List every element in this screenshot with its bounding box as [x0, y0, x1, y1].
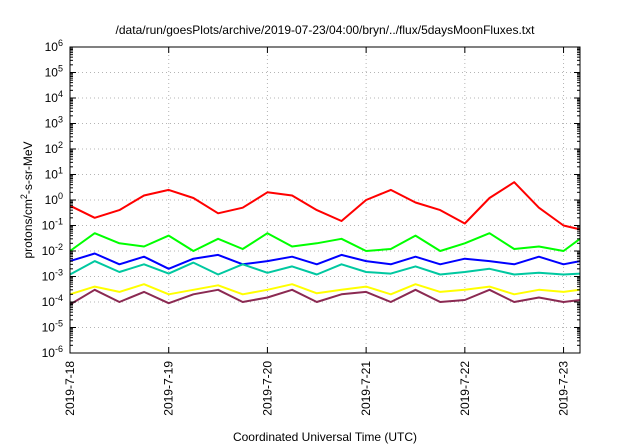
y-tick-exponent: 4: [58, 89, 63, 99]
y-axis: 10-610-510-410-310-210-11001011021031041…: [42, 38, 580, 360]
series-line-6: [69, 288, 581, 306]
y-tick-exponent: -5: [55, 319, 63, 329]
chart-title: /data/run/goesPlots/archive/2019-07-23/0…: [116, 23, 536, 37]
y-tick-label: 105: [45, 64, 63, 80]
y-tick-exponent: 0: [58, 191, 63, 201]
y-tick-base: 10: [42, 270, 56, 284]
y-tick-label: 103: [45, 115, 63, 131]
series-line-1: [69, 181, 581, 231]
y-tick-label: 10-4: [42, 293, 63, 309]
series-line-2: [69, 232, 581, 252]
y-tick-label: 10-2: [42, 242, 63, 258]
y-tick-base: 10: [45, 193, 59, 207]
y-tick-exponent: 5: [58, 64, 63, 74]
y-axis-label-main: protons/cm: [21, 199, 35, 258]
x-tick-label: 2019-7-20: [260, 361, 274, 416]
y-tick-base: 10: [42, 219, 56, 233]
y-tick-label: 10-3: [42, 268, 63, 284]
series-line-3: [69, 252, 581, 270]
y-tick-exponent: -2: [55, 242, 63, 252]
x-tick-label: 2019-7-18: [63, 361, 77, 416]
y-tick-exponent: -1: [55, 217, 63, 227]
y-tick-label: 10-5: [42, 319, 63, 335]
y-axis-label: protons/cm2-s-sr-MeV: [19, 141, 35, 258]
y-tick-exponent: 6: [58, 38, 63, 48]
y-tick-base: 10: [42, 346, 56, 360]
x-tick-label: 2019-7-22: [458, 361, 472, 416]
y-tick-exponent: 3: [58, 115, 63, 125]
x-axis: 2019-7-18 2019-7-19 2019-7-20 2019-7-21 2019…: [63, 47, 571, 416]
grid-lines: [70, 47, 580, 353]
y-tick-label: 100: [45, 191, 63, 207]
y-tick-label: 10-6: [42, 344, 63, 360]
y-tick-base: 10: [42, 244, 56, 258]
x-axis-label: Coordinated Universal Time (UTC): [233, 430, 417, 444]
x-tick-label: 2019-7-23: [557, 361, 571, 416]
series-line-5: [69, 283, 581, 296]
plot-frame: [69, 46, 581, 354]
y-tick-label: 106: [45, 38, 63, 54]
y-tick-base: 10: [45, 66, 59, 80]
y-tick-base: 10: [45, 168, 59, 182]
y-tick-label: 101: [45, 166, 63, 182]
y-tick-label: 102: [45, 140, 63, 156]
series-layer: [69, 181, 581, 306]
y-tick-base: 10: [42, 295, 56, 309]
y-tick-exponent: -3: [55, 268, 63, 278]
x-tick-label: 2019-7-21: [359, 361, 373, 416]
y-tick-base: 10: [45, 40, 59, 54]
y-tick-exponent: -6: [55, 344, 63, 354]
y-tick-label: 10-1: [42, 217, 63, 233]
series-line-4: [69, 260, 581, 276]
x-tick-label: 2019-7-19: [162, 361, 176, 416]
y-tick-base: 10: [45, 117, 59, 131]
y-axis-label-sup: 2: [19, 194, 29, 199]
y-tick-exponent: -4: [55, 293, 63, 303]
y-tick-base: 10: [42, 321, 56, 335]
y-tick-label: 104: [45, 89, 63, 105]
y-axis-label-rest: -s-sr-MeV: [21, 141, 35, 194]
y-tick-exponent: 2: [58, 140, 63, 150]
y-tick-exponent: 1: [58, 166, 63, 176]
y-tick-base: 10: [45, 142, 59, 156]
y-tick-base: 10: [45, 91, 59, 105]
